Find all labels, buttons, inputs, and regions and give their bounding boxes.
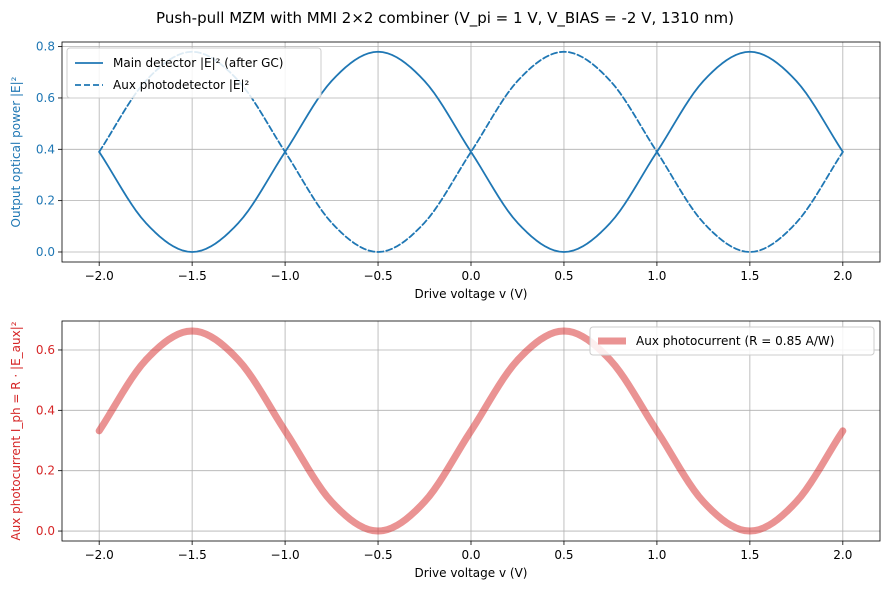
bottom-legend-label-1: Aux photocurrent (R = 0.85 A/W) <box>636 334 834 348</box>
bottom-x-tick-label: −2.0 <box>85 548 114 562</box>
bottom-y-tick-label: 0.4 <box>36 403 55 417</box>
top-legend-label-2: Aux photodetector |E|² <box>113 78 249 92</box>
top-x-tick-label: −1.5 <box>178 269 207 283</box>
bottom-y-axis-label: Aux photocurrent I_ph = R · |E_aux|² <box>9 321 23 540</box>
top-y-tick-label: 0.8 <box>36 40 55 54</box>
bottom-x-tick-label: 1.0 <box>647 548 666 562</box>
bottom-chart-panel: −2.0 −1.5 −1.0 −0.5 0.0 0.5 1.0 1.5 2.0 0.0 0.2 0.4… <box>9 320 881 580</box>
top-y-tick-label: 0.0 <box>36 245 55 259</box>
top-y-tick-label: 0.6 <box>36 91 55 105</box>
bottom-x-tick-label: 1.5 <box>740 548 759 562</box>
top-x-tick-label: −1.0 <box>271 269 300 283</box>
top-x-tick-label: 2.0 <box>833 269 852 283</box>
bottom-x-tick-label: 0.0 <box>461 548 480 562</box>
bottom-y-tick-label: 0.6 <box>36 343 55 357</box>
top-y-tick-label: 0.2 <box>36 194 55 208</box>
top-x-tick-label: 1.0 <box>647 269 666 283</box>
bottom-x-tick-label: −0.5 <box>363 548 392 562</box>
bottom-series-1-line <box>95 327 847 535</box>
top-x-tick-label: −2.0 <box>85 269 114 283</box>
figure-title: Push-pull MZM with MMI 2×2 combiner (V_p… <box>156 9 734 28</box>
top-x-tick-label: 0.0 <box>461 269 480 283</box>
bottom-x-tick-label: 2.0 <box>833 548 852 562</box>
bottom-x-axis-label: Drive voltage v (V) <box>415 566 528 580</box>
bottom-y-tick-label: 0.2 <box>36 464 55 478</box>
top-x-tick-label: 0.5 <box>554 269 573 283</box>
top-y-axis-label: Output optical power |E|² <box>9 76 23 227</box>
top-legend-box <box>66 47 322 99</box>
top-chart-panel: −2.0 −1.5 −1.0 −0.5 0.0 0.5 1.0 1.5 2.0 0.0 0.2 0.4… <box>9 40 881 301</box>
top-x-axis-label: Drive voltage v (V) <box>415 287 528 301</box>
top-y-tick-label: 0.4 <box>36 142 55 156</box>
bottom-x-tick-label: 0.5 <box>554 548 573 562</box>
bottom-x-tick-label: −1.0 <box>271 548 300 562</box>
bottom-y-tick-label: 0.0 <box>36 524 55 538</box>
top-legend-label-1: Main detector |E|² (after GC) <box>113 56 283 70</box>
top-x-tick-label: 1.5 <box>740 269 759 283</box>
bottom-legend-box <box>589 326 875 356</box>
top-x-tick-label: −0.5 <box>363 269 392 283</box>
bottom-x-tick-label: −1.5 <box>178 548 207 562</box>
